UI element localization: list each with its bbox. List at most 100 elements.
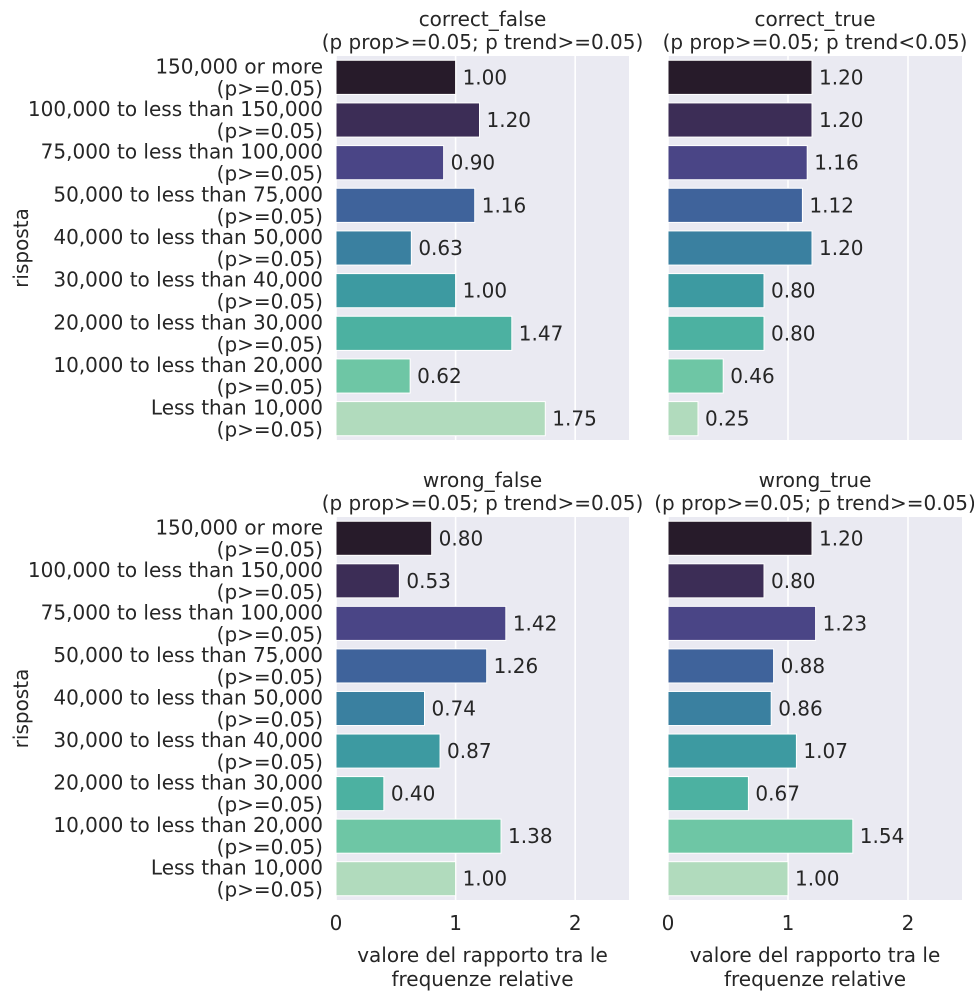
data-label: 0.80 [439, 526, 484, 550]
bar [335, 690, 425, 727]
bar [335, 187, 476, 223]
bar [667, 690, 772, 727]
bar [335, 401, 546, 437]
data-label: 0.88 [781, 654, 826, 678]
bar [667, 187, 803, 223]
panel-3: 1.200.80 1.23 0.88 0.86 1.070.67 1.54 1.00 0 1 2 w… [654, 468, 974, 991]
data-label: 1.20 [819, 65, 864, 89]
bar [335, 648, 488, 684]
bar [335, 102, 481, 138]
panel-2: 0.800.531.421.260.740.870.401.381.00150,… [9, 468, 643, 991]
panel-0: 1.001.200.901.160.631.001.470.621.75150,… [9, 7, 643, 442]
y-tick-label: 150,000 or more (p>=0.05) [155, 54, 323, 100]
y-tick-label: Less than 10,000 (p>=0.05) [151, 396, 323, 442]
y-tick-label: 50,000 to less than 75,000 (p>=0.05) [53, 182, 323, 228]
panel-title: correct_false (p prop>=0.05; p trend>=0.0… [322, 7, 644, 54]
data-label: 1.00 [463, 867, 508, 891]
data-label: 1.20 [819, 526, 864, 550]
bar [667, 102, 813, 138]
panel-title: wrong_false (p prop>=0.05; p trend>=0.05) [322, 468, 644, 515]
panel-1: 1.201.201.161.121.200.800.800.460.25corr… [663, 7, 968, 440]
data-label: 1.26 [494, 654, 539, 678]
data-label: 1.00 [795, 867, 840, 891]
bar [335, 520, 433, 556]
data-label: 1.23 [823, 611, 868, 635]
data-label: 1.00 [463, 279, 508, 303]
data-label: 1.07 [803, 739, 848, 763]
data-label: 0.74 [431, 697, 476, 721]
bar [335, 358, 411, 394]
data-label: 0.46 [730, 364, 775, 388]
data-label: 1.75 [552, 407, 597, 431]
data-label: 0.80 [771, 279, 816, 303]
data-label: 0.87 [447, 739, 492, 763]
data-label: 1.20 [487, 108, 532, 132]
bar [335, 861, 457, 897]
data-label: 1.12 [809, 193, 854, 217]
y-tick-label: 150,000 or more (p>=0.05) [155, 515, 323, 561]
data-label: 0.86 [778, 697, 823, 721]
bar [667, 273, 765, 309]
data-label: 1.54 [860, 824, 905, 848]
panel-title: correct_true (p prop>=0.05; p trend<0.05) [663, 7, 968, 54]
data-label: 0.25 [705, 407, 750, 431]
bar [335, 145, 445, 181]
bar [667, 733, 797, 769]
bar [335, 315, 513, 351]
data-label: 1.00 [463, 65, 508, 89]
bar [667, 315, 765, 351]
bar [335, 733, 441, 769]
y-tick-label: 75,000 to less than 100,000 (p>=0.05) [41, 140, 323, 186]
bar [335, 230, 412, 266]
y-tick-label: 30,000 to less than 40,000 (p>=0.05) [53, 728, 323, 774]
y-tick-label: 50,000 to less than 75,000 (p>=0.05) [53, 643, 323, 689]
y-tick-label: 10,000 to less than 20,000 (p>=0.05) [53, 353, 323, 399]
y-tick-label: Less than 10,000 (p>=0.05) [151, 856, 323, 902]
bar [335, 776, 385, 812]
bar [667, 145, 808, 181]
y-tick-label: 10,000 to less than 20,000 (p>=0.05) [53, 813, 323, 859]
data-label: 0.80 [771, 321, 816, 345]
bar [667, 401, 699, 437]
data-label: 0.62 [417, 364, 462, 388]
data-label: 1.42 [513, 611, 558, 635]
data-label: 1.20 [819, 236, 864, 260]
bar [667, 230, 813, 266]
bar [667, 776, 749, 812]
bar [667, 358, 724, 394]
data-label: 0.63 [418, 236, 463, 260]
y-tick-label: 40,000 to less than 50,000 (p>=0.05) [53, 686, 323, 732]
bar [667, 648, 775, 684]
data-label: 1.20 [819, 108, 864, 132]
y-tick-label: 40,000 to less than 50,000 (p>=0.05) [53, 225, 323, 271]
y-axis-label: risposta [9, 208, 33, 288]
panel-title: wrong_true (p prop>=0.05; p trend>=0.05) [654, 468, 974, 515]
bar [667, 861, 789, 897]
data-label: 0.53 [406, 569, 451, 593]
y-tick-label: 100,000 to less than 150,000 (p>=0.05) [28, 97, 323, 143]
x-axis-label: valore del rapporto tra le frequenze rela… [357, 943, 608, 991]
y-tick-label: 20,000 to less than 30,000 (p>=0.05) [53, 771, 323, 817]
y-tick-label: 30,000 to less than 40,000 (p>=0.05) [53, 268, 323, 314]
bar [667, 563, 765, 599]
data-label: 0.80 [771, 569, 816, 593]
x-tick-label: 1 [782, 911, 795, 935]
bar [335, 605, 507, 641]
data-label: 1.47 [519, 321, 564, 345]
data-label: 0.90 [451, 151, 496, 175]
y-tick-label: 100,000 to less than 150,000 (p>=0.05) [28, 558, 323, 604]
x-tick-label: 1 [449, 911, 462, 935]
x-tick-label: 0 [330, 911, 343, 935]
bar [667, 59, 813, 95]
data-label: 1.38 [508, 824, 553, 848]
x-tick-label: 2 [569, 911, 582, 935]
bar [335, 563, 400, 599]
y-tick-label: 20,000 to less than 30,000 (p>=0.05) [53, 310, 323, 356]
bar [335, 818, 502, 854]
x-tick-label: 0 [662, 911, 675, 935]
bar [667, 818, 854, 854]
data-label: 0.40 [391, 782, 436, 806]
bar [667, 605, 817, 641]
data-label: 1.16 [482, 193, 527, 217]
